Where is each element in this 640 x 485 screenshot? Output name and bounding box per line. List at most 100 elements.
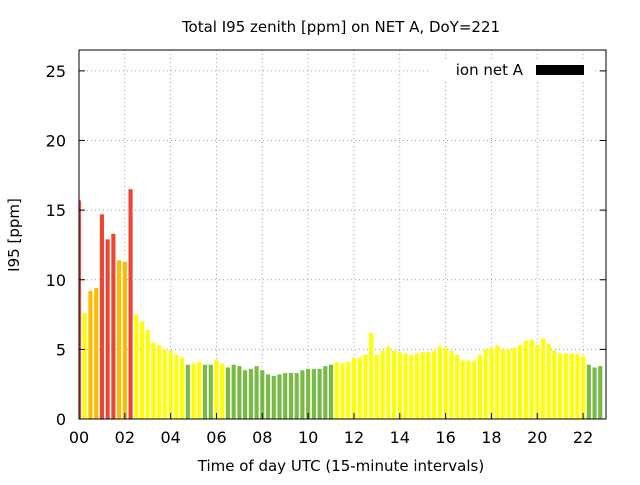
bar	[351, 357, 357, 419]
bar	[288, 373, 294, 419]
bar	[558, 353, 563, 419]
bar	[495, 345, 500, 419]
bar	[237, 366, 242, 419]
y-tick-label: 10	[46, 271, 66, 290]
bar	[174, 354, 179, 419]
x-tick-label: 10	[298, 428, 318, 447]
x-tick-label: 06	[206, 428, 226, 447]
bar	[306, 368, 311, 419]
x-tick-labels: 00 02 04 06 08 10 12 14 16 18 20 22	[69, 428, 593, 447]
bar	[283, 373, 288, 419]
bar	[363, 354, 368, 419]
bar	[386, 346, 391, 419]
bar	[391, 350, 397, 419]
bar	[139, 321, 145, 419]
bar	[134, 314, 139, 419]
bar	[231, 364, 236, 419]
y-tick-label: 5	[56, 340, 66, 359]
bar	[294, 373, 299, 419]
bar	[552, 350, 557, 419]
y-tick-label: 20	[46, 132, 66, 151]
legend-label: ion net A	[456, 61, 524, 79]
bar	[260, 370, 265, 419]
bar	[99, 214, 104, 419]
bar	[220, 363, 225, 419]
bar	[157, 345, 162, 419]
bar	[94, 288, 99, 419]
bar	[225, 367, 230, 419]
bar	[369, 332, 374, 419]
bar	[443, 347, 448, 419]
y-tick-label: 15	[46, 201, 66, 220]
bar	[518, 345, 523, 419]
bar	[168, 350, 173, 419]
bar	[300, 370, 305, 419]
grid-lines	[79, 50, 606, 419]
tick-marks	[78, 70, 606, 420]
bar	[151, 342, 156, 419]
bar	[414, 353, 420, 419]
bar	[340, 363, 345, 419]
x-tick-label: 12	[344, 428, 364, 447]
y-tick-label: 25	[46, 62, 66, 81]
bar	[311, 368, 316, 419]
bar	[523, 341, 528, 419]
bar	[403, 353, 408, 419]
bar	[455, 354, 460, 419]
bar	[466, 360, 471, 419]
bar	[500, 349, 505, 419]
legend: ion net A	[430, 59, 594, 81]
chart-title: Total I95 zenith [ppm] on NET A, DoY=221	[181, 18, 500, 36]
bar	[117, 260, 122, 419]
bar	[535, 345, 540, 419]
bar	[191, 363, 196, 419]
x-tick-label: 08	[252, 428, 272, 447]
bar	[460, 360, 465, 419]
bar	[346, 361, 351, 419]
bar	[214, 360, 219, 419]
y-tick-labels: 0 5 10 15 20 25	[46, 62, 66, 429]
bar	[145, 329, 150, 419]
y-axis-title: I95 [ppm]	[5, 198, 23, 272]
bar	[506, 349, 511, 419]
bar	[271, 375, 276, 419]
x-axis-title: Time of day UTC (15-minute intervals)	[197, 457, 484, 475]
bar	[248, 368, 253, 419]
bar	[374, 354, 379, 419]
bar	[581, 356, 586, 419]
bar	[208, 364, 213, 419]
bar	[105, 239, 110, 419]
x-tick-label: 18	[481, 428, 501, 447]
plot-frame	[78, 49, 607, 420]
bar	[397, 352, 402, 419]
bar	[111, 233, 116, 419]
bar	[202, 364, 208, 419]
bar	[328, 364, 334, 419]
x-tick-label: 02	[115, 428, 135, 447]
legend-swatch	[536, 65, 584, 75]
bar	[380, 350, 385, 419]
bar	[529, 339, 534, 419]
bar	[575, 353, 580, 419]
bar	[323, 366, 328, 419]
x-tick-label: 16	[435, 428, 455, 447]
x-tick-label: 22	[573, 428, 593, 447]
bar	[598, 366, 603, 419]
bar	[449, 350, 454, 419]
x-tick-label: 20	[527, 428, 547, 447]
bar	[489, 347, 494, 419]
bar	[79, 200, 82, 419]
bar	[254, 366, 259, 419]
bar	[437, 346, 442, 419]
x-tick-label: 04	[160, 428, 180, 447]
bar	[426, 352, 431, 419]
bar	[128, 189, 133, 419]
bar	[162, 349, 167, 419]
bar	[317, 368, 322, 419]
bar	[180, 357, 185, 419]
bar	[334, 361, 339, 419]
bar	[243, 370, 248, 419]
legend-background	[430, 59, 594, 81]
bar	[122, 261, 127, 419]
